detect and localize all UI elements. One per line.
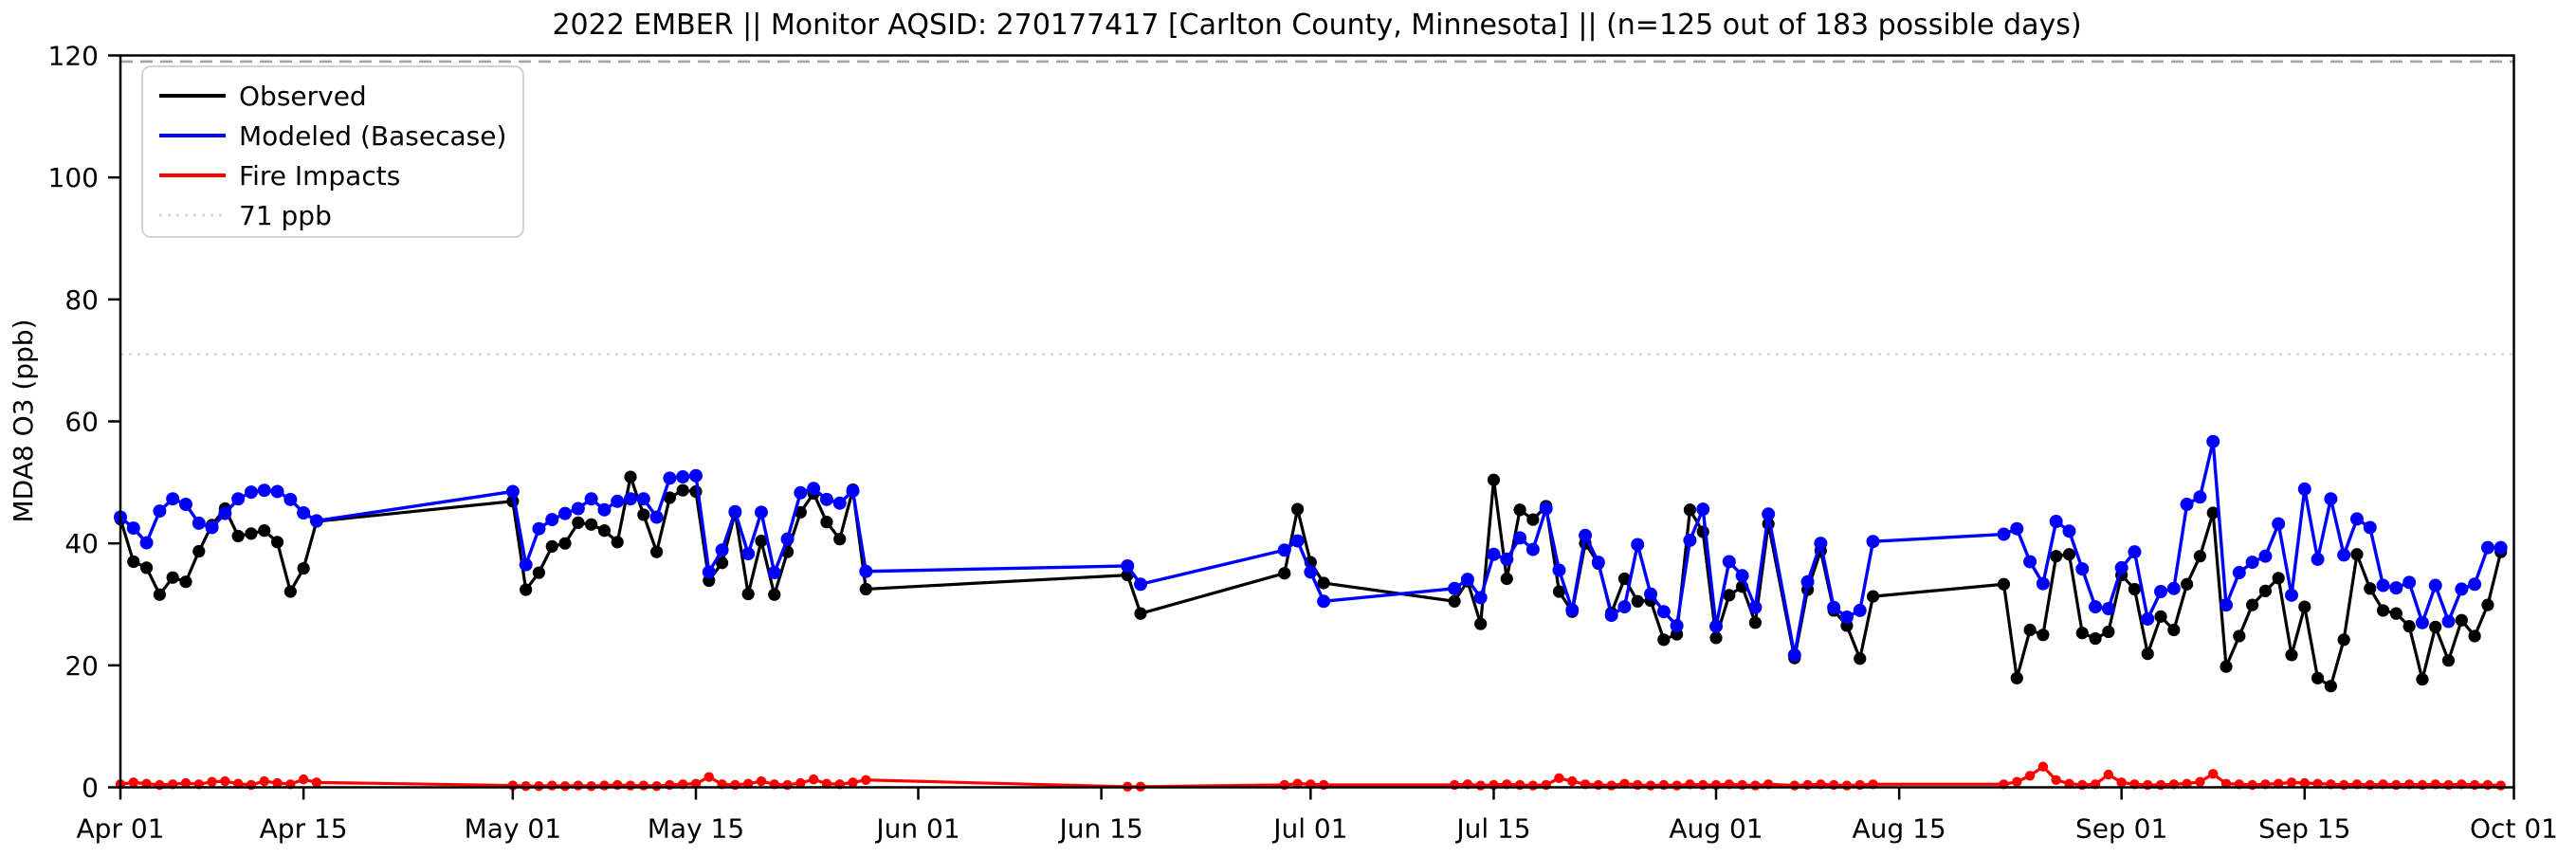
y-tick-label: 80 <box>64 284 99 316</box>
legend-label: Observed <box>239 81 367 112</box>
legend-label: Modeled (Basecase) <box>239 120 506 152</box>
modeled-line <box>114 434 2508 662</box>
y-tick-label: 20 <box>64 650 99 682</box>
x-tick-label: Sep 15 <box>2258 813 2350 845</box>
x-tick-label: Oct 01 <box>2470 813 2558 845</box>
x-tick-label: May 15 <box>648 813 744 845</box>
x-tick-label: Aug 15 <box>1853 813 1946 845</box>
y-tick-label: 40 <box>64 528 99 559</box>
legend-label: Fire Impacts <box>239 160 400 191</box>
x-tick-label: May 01 <box>465 813 561 845</box>
y-axis: 0 20 40 60 80 100 120 <box>48 41 120 804</box>
y-tick-label: 120 <box>48 41 99 72</box>
y-tick-label: 100 <box>48 162 99 193</box>
x-tick-label: Aug 01 <box>1669 813 1763 845</box>
x-tick-label: Jun 01 <box>874 813 959 845</box>
chart-title: 2022 EMBER || Monitor AQSID: 270177417 [… <box>552 9 2081 42</box>
x-tick-label: Apr 15 <box>260 813 348 845</box>
observed-line <box>114 470 2508 693</box>
legend: Observed Modeled (Basecase) Fire Impacts 71… <box>141 65 524 238</box>
x-tick-label: Jul 01 <box>1271 813 1347 845</box>
x-axis: Apr 01 Apr 15 May 01 May 15 Jun 01 Jun 15 Jul … <box>77 787 2558 845</box>
x-tick-label: Jun 15 <box>1057 813 1142 845</box>
x-tick-label: Apr 01 <box>77 813 165 845</box>
y-tick-label: 0 <box>82 773 99 804</box>
y-tick-label: 60 <box>64 407 99 438</box>
legend-label: 71 ppb <box>239 200 332 231</box>
x-tick-label: Jul 15 <box>1454 813 1530 845</box>
fire-impacts-line <box>115 761 2506 793</box>
x-tick-label: Sep 01 <box>2075 813 2167 845</box>
y-axis-label: MDA8 O3 (ppb) <box>8 319 39 522</box>
